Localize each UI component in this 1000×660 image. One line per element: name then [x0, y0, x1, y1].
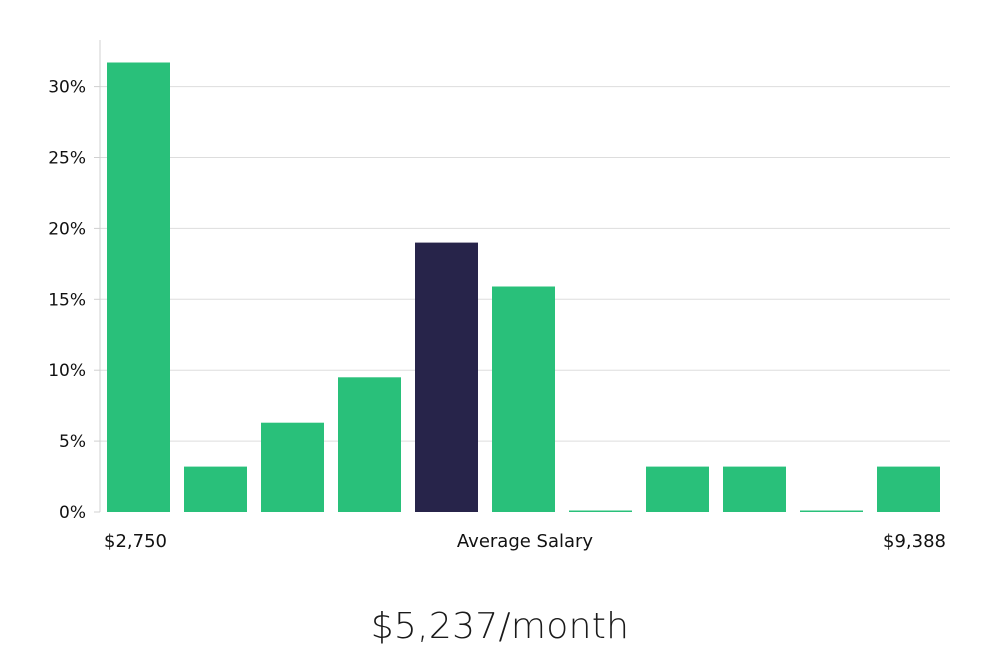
y-tick-label: 20% [48, 219, 86, 239]
bar [184, 466, 247, 512]
bar [261, 422, 324, 512]
average-salary-headline: $5,237/month [370, 606, 630, 647]
bar [646, 466, 709, 512]
bar [107, 62, 170, 512]
salary-distribution-chart: 0% 5% 10% 15% 20% 25% 30% $2,750 Average Salar… [48, 40, 950, 552]
bar [800, 510, 863, 512]
y-tick-label: 0% [59, 503, 86, 523]
x-label-max: $9,388 [883, 531, 946, 552]
x-axis-title: Average Salary [457, 531, 594, 552]
bar [492, 286, 555, 512]
x-label-min: $2,750 [104, 531, 167, 552]
y-tick-label: 5% [59, 432, 86, 452]
bar [723, 466, 786, 512]
y-tick-label: 25% [48, 149, 86, 169]
y-tick-label: 10% [48, 361, 86, 381]
bar [338, 377, 401, 512]
y-tick-label: 30% [48, 78, 86, 98]
bar-highlighted [415, 242, 478, 512]
y-tick-label: 15% [48, 290, 86, 310]
y-axis-ticks: 0% 5% 10% 15% 20% 25% 30% [48, 78, 100, 523]
bars [107, 62, 940, 512]
bar [877, 466, 940, 512]
bar [569, 510, 632, 512]
